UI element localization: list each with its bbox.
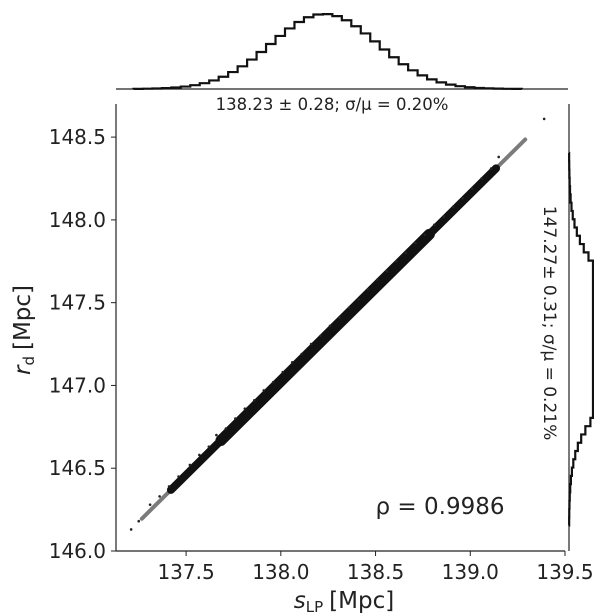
y-tick-label: 146.5 <box>49 456 106 480</box>
top-marginal-histogram: 138.23 ± 0.28; σ/μ = 0.20% <box>116 14 568 114</box>
x-label-main: s <box>294 588 306 614</box>
right-hist-annotation: 147.27± 0.31; σ/μ = 0.21% <box>539 206 559 441</box>
scatter-point <box>461 197 464 200</box>
scatter-point <box>386 270 389 273</box>
scatter-point <box>272 381 275 384</box>
scatter-point <box>357 298 360 301</box>
scatter-point <box>253 399 256 402</box>
y-tick-label: 147.5 <box>49 291 106 315</box>
scatter-point <box>414 242 417 245</box>
y-ticks: 146.0 146.5 147.0 147.5 148.0 148.5 <box>49 125 116 563</box>
scatter-point <box>310 343 313 346</box>
scatter-point <box>300 353 303 356</box>
scatter-point <box>452 205 455 208</box>
x-ticks: 137.5 138.0 138.5 139.0 139.5 <box>157 551 593 584</box>
scatter-point <box>405 252 408 255</box>
y-axis-label: rd[Mpc] <box>10 285 38 375</box>
scatter-point <box>376 278 379 281</box>
scatter-point <box>149 503 152 506</box>
scatter-point <box>338 316 341 319</box>
scatter-point <box>497 156 500 159</box>
scatter-point <box>281 371 284 374</box>
scatter-point <box>424 233 427 236</box>
correlation-label: ρ = 0.9986 <box>376 494 505 520</box>
scatter-point <box>234 417 237 420</box>
scatter-point <box>543 118 546 121</box>
y-tick-label: 147.0 <box>49 373 106 397</box>
y-tick-label: 148.0 <box>49 208 106 232</box>
scatter-point <box>225 427 228 430</box>
top-hist-steps <box>133 14 521 89</box>
y-tick-label: 146.0 <box>49 539 106 563</box>
x-tick-label: 137.5 <box>157 560 214 584</box>
scatter-point <box>158 495 161 498</box>
scatter-point <box>177 475 180 478</box>
scatter-cloud <box>142 140 525 519</box>
joint-scatter-panel: 137.5 138.0 138.5 139.0 139.5 146.0 146.5 147.… <box>10 104 594 614</box>
scatter-point <box>471 187 474 190</box>
scatter-point <box>198 454 201 457</box>
scatter-point <box>490 167 493 170</box>
x-axis-label: sLP [Mpc] <box>294 588 394 614</box>
scatter-point <box>348 306 351 309</box>
top-hist-annotation: 138.23 ± 0.28; σ/μ = 0.20% <box>216 95 449 114</box>
right-marginal-histogram: 147.27± 0.31; σ/μ = 0.21% <box>539 104 593 551</box>
x-tick-label: 138.0 <box>252 560 309 584</box>
x-label-sub: LP <box>306 598 323 614</box>
scatter-point <box>215 434 218 437</box>
y-tick-label: 148.5 <box>49 125 106 149</box>
x-tick-label: 139.0 <box>442 560 499 584</box>
scatter-point <box>395 260 398 263</box>
scatter-point <box>130 528 133 531</box>
right-hist-steps <box>569 153 593 526</box>
scatter-point <box>262 389 265 392</box>
scatter-point <box>244 407 247 410</box>
x-tick-label: 139.5 <box>536 560 593 584</box>
scatter-point <box>480 177 483 180</box>
scatter-ridge-2 <box>221 234 429 440</box>
x-tick-label: 138.5 <box>347 560 404 584</box>
y-label-sub: d <box>20 356 38 366</box>
scatter-point <box>442 215 445 218</box>
scatter-point <box>319 334 322 337</box>
scatter-point <box>367 288 370 291</box>
scatter-point <box>208 445 211 448</box>
scatter-point <box>291 361 294 364</box>
scatter-point <box>137 520 140 523</box>
scatter-point <box>189 464 192 467</box>
x-label-unit: [Mpc] <box>329 588 394 614</box>
scatter-point <box>168 485 171 488</box>
scatter-point <box>433 224 436 227</box>
y-label-unit: [Mpc] <box>10 285 36 350</box>
scatter-point <box>329 325 332 328</box>
